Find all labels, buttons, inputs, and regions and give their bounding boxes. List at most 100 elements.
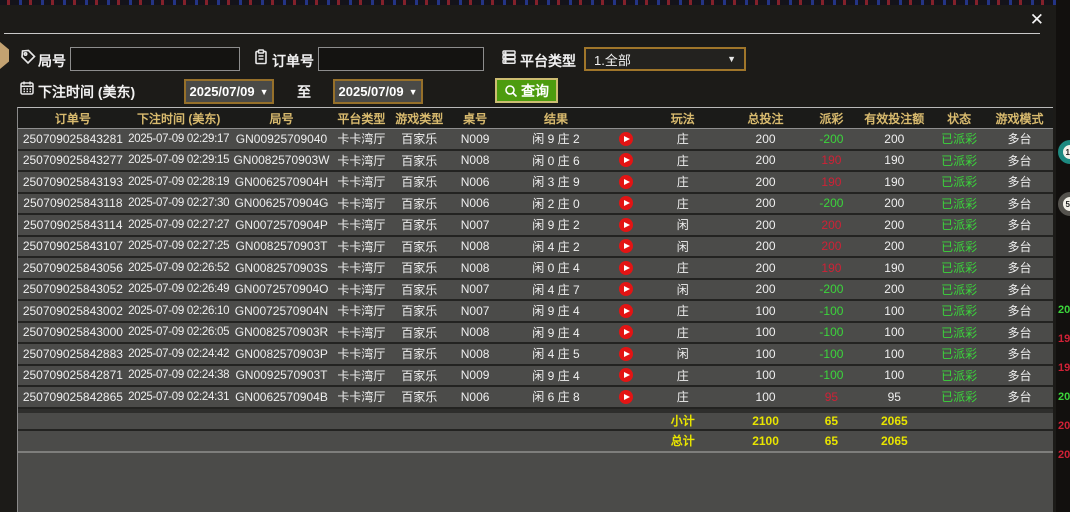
close-icon[interactable]: ✕: [1029, 10, 1044, 29]
play-video-icon[interactable]: [618, 389, 633, 404]
cell-game-mode: 多台: [1007, 153, 1032, 168]
play-video-icon[interactable]: [618, 303, 633, 318]
play-video-icon[interactable]: [618, 196, 633, 211]
cell-bet-type: 庄: [676, 368, 689, 383]
play-video-icon[interactable]: [618, 174, 633, 189]
cell-bet-type: 庄: [676, 304, 689, 319]
cell-platform: 卡卡湾厅: [337, 218, 386, 233]
table-row[interactable]: 250709025843277 2025-07-09 02:29:15 GN00…: [18, 151, 1053, 172]
cell-payout: -200: [819, 131, 844, 146]
total-payout: 65: [824, 433, 839, 448]
background-odds-numbers: 20 19 19 20 20 20: [1056, 304, 1070, 461]
chevron-down-icon: ▼: [727, 54, 736, 64]
cell-replay: [611, 131, 641, 146]
play-video-icon[interactable]: [618, 153, 633, 168]
table-row[interactable]: 250709025842865 2025-07-09 02:24:31 GN00…: [18, 387, 1053, 409]
cell-payout: 95: [824, 389, 839, 404]
platform-select[interactable]: 1.全部 ▼: [584, 47, 746, 71]
cell-order-id: 250709025843056: [22, 260, 123, 275]
cell-replay: [611, 303, 641, 318]
table-row[interactable]: 250709025842871 2025-07-09 02:24:38 GN00…: [18, 366, 1053, 387]
col-header-total-bet: 总投注: [747, 111, 784, 126]
play-video-icon[interactable]: [618, 368, 633, 383]
date-to-select[interactable]: 2025/07/09 ▼: [333, 79, 423, 104]
cell-valid-bet: 190: [884, 260, 905, 275]
cell-game-type: 百家乐: [401, 368, 438, 383]
play-video-icon[interactable]: [618, 346, 633, 361]
cell-round-id: GN0082570903T: [235, 239, 328, 254]
play-video-icon[interactable]: [618, 282, 633, 297]
cell-bet-time: 2025-07-09 02:26:52: [128, 261, 230, 274]
cell-table-no: N008: [460, 325, 490, 340]
date-from-select[interactable]: 2025/07/09 ▼: [184, 79, 274, 104]
table-row[interactable]: 250709025843052 2025-07-09 02:26:49 GN00…: [18, 280, 1053, 301]
cell-result: 闲 9 庄 4: [532, 368, 580, 383]
play-video-icon[interactable]: [618, 260, 633, 275]
cell-order-id: 250709025842883: [22, 346, 123, 361]
play-video-icon[interactable]: [618, 239, 633, 254]
cell-game-type: 百家乐: [401, 304, 438, 319]
cell-table-no: N008: [460, 346, 490, 361]
cell-payout: 190: [821, 174, 842, 189]
cell-order-id: 250709025843052: [22, 282, 123, 297]
casino-chip-50: 50: [1058, 192, 1070, 216]
table-row[interactable]: 250709025843114 2025-07-09 02:27:27 GN00…: [18, 215, 1053, 237]
cell-platform: 卡卡湾厅: [337, 261, 386, 276]
table-row[interactable]: 250709025843281 2025-07-09 02:29:17 GN00…: [18, 129, 1053, 151]
bet-time-filter-label: 下注时间 (美东): [38, 84, 136, 100]
cell-game-type: 百家乐: [401, 347, 438, 362]
cell-total-bet: 200: [755, 260, 776, 275]
query-button[interactable]: 查询: [495, 78, 558, 103]
background-number: 19: [1058, 333, 1070, 345]
cell-valid-bet: 100: [884, 325, 905, 340]
cell-game-type: 百家乐: [401, 261, 438, 276]
background-number: 19: [1058, 362, 1070, 374]
col-header-payout: 派彩: [819, 111, 844, 126]
cell-game-type: 百家乐: [401, 175, 438, 190]
cell-status: 已派彩: [941, 368, 978, 383]
cell-replay: [611, 153, 641, 168]
cell-game-type: 百家乐: [401, 218, 438, 233]
table-row[interactable]: 250709025843000 2025-07-09 02:26:05 GN00…: [18, 323, 1053, 344]
round-input[interactable]: [70, 47, 240, 71]
background-roadmap-strip: [0, 0, 1070, 5]
cell-total-bet: 200: [755, 239, 776, 254]
cell-game-type: 百家乐: [401, 390, 438, 405]
tag-icon: [20, 49, 36, 65]
cell-bet-type: 庄: [676, 261, 689, 276]
cell-table-no: N009: [460, 368, 490, 383]
cell-platform: 卡卡湾厅: [337, 282, 386, 297]
date-range-to-label: 至: [297, 84, 311, 100]
cell-total-bet: 200: [755, 174, 776, 189]
cell-status: 已派彩: [941, 347, 978, 362]
cell-status: 已派彩: [941, 196, 978, 211]
cell-table-no: N008: [460, 239, 490, 254]
cell-bet-time: 2025-07-09 02:28:19: [128, 175, 230, 188]
cell-bet-type: 庄: [676, 132, 689, 147]
play-video-icon[interactable]: [618, 325, 633, 340]
cell-payout: -100: [819, 303, 844, 318]
col-header-result: 结果: [543, 111, 568, 126]
cell-payout: 190: [821, 260, 842, 275]
table-row[interactable]: 250709025843002 2025-07-09 02:26:10 GN00…: [18, 301, 1053, 323]
cell-total-bet: 200: [755, 131, 776, 146]
subtotal-total-bet: 2100: [752, 413, 779, 428]
cell-table-no: N007: [460, 282, 490, 297]
col-header-valid-bet: 有效投注额: [864, 111, 925, 126]
table-row[interactable]: 250709025843107 2025-07-09 02:27:25 GN00…: [18, 237, 1053, 258]
table-row[interactable]: 250709025842883 2025-07-09 02:24:42 GN00…: [18, 344, 1053, 366]
order-input[interactable]: [318, 47, 484, 71]
cell-status: 已派彩: [941, 132, 978, 147]
date-from-value: 2025/07/09: [189, 84, 255, 99]
cell-replay: [611, 368, 641, 383]
table-row[interactable]: 250709025843056 2025-07-09 02:26:52 GN00…: [18, 258, 1053, 280]
table-row[interactable]: 250709025843118 2025-07-09 02:27:30 GN00…: [18, 194, 1053, 215]
table-row[interactable]: 250709025843193 2025-07-09 02:28:19 GN00…: [18, 172, 1053, 194]
play-video-icon[interactable]: [618, 131, 633, 146]
play-video-icon[interactable]: [618, 217, 633, 232]
cell-game-mode: 多台: [1007, 261, 1032, 276]
cell-game-type: 百家乐: [401, 239, 438, 254]
round-filter-label: 局号: [38, 53, 66, 69]
cell-bet-type: 庄: [676, 196, 689, 211]
cell-order-id: 250709025842865: [22, 389, 123, 404]
